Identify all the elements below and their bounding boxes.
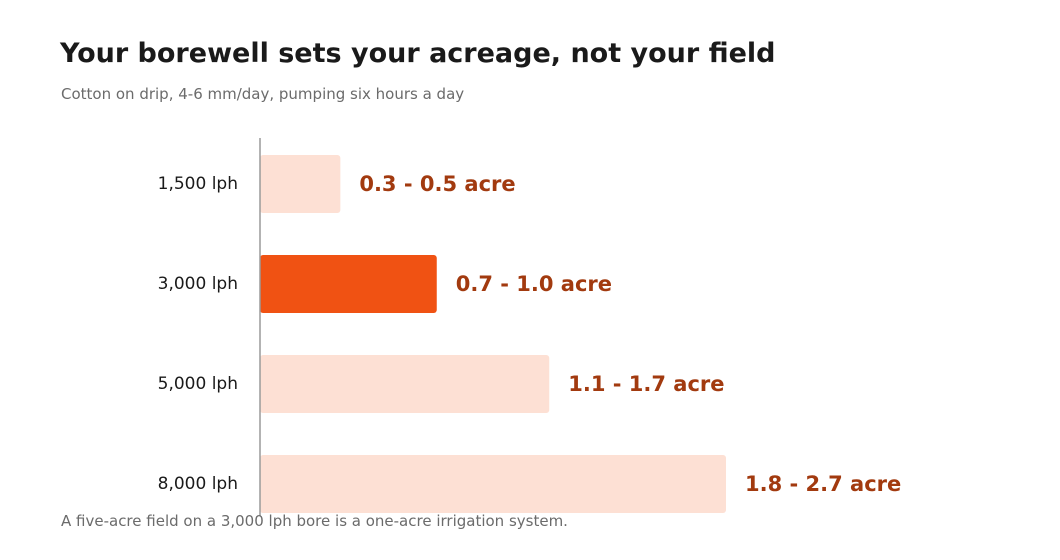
data-label-1: 0.7 - 1.0 acre: [456, 272, 612, 296]
bar-0: [260, 155, 341, 213]
category-label-0: 1,500 lph: [158, 174, 238, 194]
chart-footnote: A five-acre field on a 3,000 lph bore is…: [61, 512, 568, 530]
category-label-1: 3,000 lph: [158, 274, 238, 294]
data-label-2: 1.1 - 1.7 acre: [568, 372, 724, 396]
chart-title: Your borewell sets your acreage, not you…: [60, 38, 776, 69]
category-label-3: 8,000 lph: [158, 474, 238, 494]
chart-subtitle: Cotton on drip, 4-6 mm/day, pumping six …: [61, 85, 465, 103]
category-label-2: 5,000 lph: [158, 374, 238, 394]
bar-3: [260, 455, 726, 513]
data-label-0: 0.3 - 0.5 acre: [359, 172, 515, 196]
data-label-3: 1.8 - 2.7 acre: [745, 472, 901, 496]
bar-1: [260, 255, 437, 313]
bar-2: [260, 355, 550, 413]
